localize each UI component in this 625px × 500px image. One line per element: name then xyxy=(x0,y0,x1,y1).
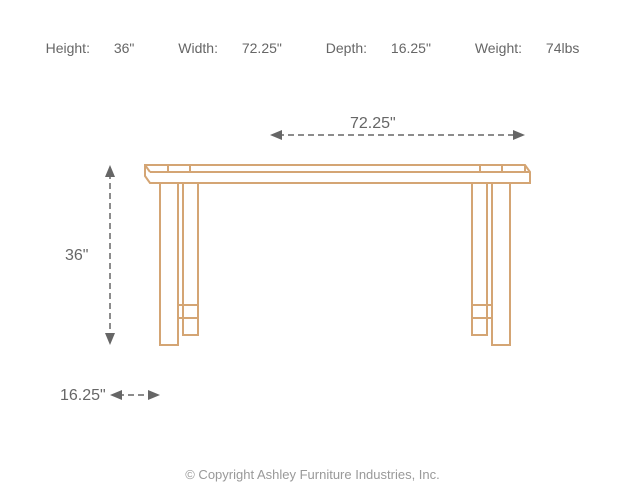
depth-label: 16.25" xyxy=(60,387,106,404)
furniture-diagram: 72.25" 36" 16.25" xyxy=(0,0,625,500)
height-label: 36" xyxy=(65,247,88,264)
width-dimension: 72.25" xyxy=(270,115,525,140)
depth-dimension: 16.25" xyxy=(60,387,160,404)
copyright-text: © Copyright Ashley Furniture Industries,… xyxy=(0,467,625,482)
width-label: 72.25" xyxy=(350,115,396,132)
height-dimension: 36" xyxy=(65,165,115,345)
table-outline xyxy=(145,165,530,345)
